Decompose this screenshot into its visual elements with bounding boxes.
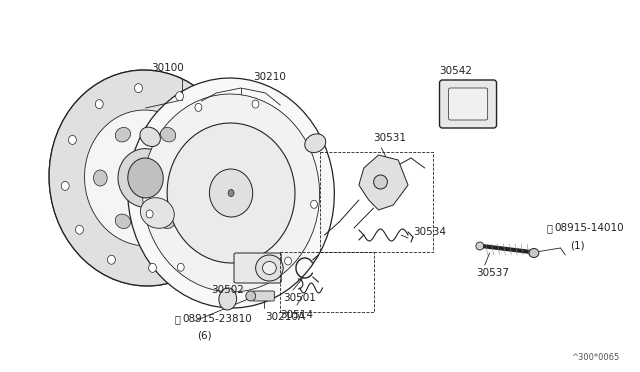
Ellipse shape bbox=[115, 128, 131, 142]
Ellipse shape bbox=[49, 70, 242, 286]
Text: 08915-23810: 08915-23810 bbox=[182, 314, 252, 324]
Ellipse shape bbox=[255, 255, 283, 281]
Ellipse shape bbox=[161, 128, 176, 142]
Ellipse shape bbox=[214, 212, 223, 221]
Ellipse shape bbox=[49, 70, 242, 286]
Text: 30531: 30531 bbox=[374, 133, 406, 143]
Ellipse shape bbox=[134, 84, 143, 93]
Text: 30501: 30501 bbox=[283, 293, 316, 303]
Text: 30514: 30514 bbox=[280, 310, 313, 320]
Ellipse shape bbox=[207, 122, 216, 131]
Ellipse shape bbox=[219, 288, 237, 310]
Ellipse shape bbox=[128, 158, 163, 198]
Text: 30542: 30542 bbox=[439, 66, 472, 76]
Ellipse shape bbox=[184, 170, 198, 186]
Ellipse shape bbox=[177, 263, 184, 271]
Ellipse shape bbox=[374, 175, 387, 189]
Bar bbox=[319, 152, 433, 252]
Ellipse shape bbox=[76, 225, 83, 234]
Ellipse shape bbox=[246, 291, 255, 301]
Ellipse shape bbox=[188, 247, 196, 256]
Ellipse shape bbox=[209, 169, 253, 217]
Ellipse shape bbox=[68, 135, 76, 144]
Ellipse shape bbox=[167, 123, 295, 263]
Text: 30537: 30537 bbox=[476, 268, 509, 278]
Ellipse shape bbox=[140, 127, 161, 147]
Ellipse shape bbox=[108, 255, 115, 264]
Text: (1): (1) bbox=[570, 240, 585, 250]
Ellipse shape bbox=[84, 110, 207, 246]
FancyBboxPatch shape bbox=[234, 253, 281, 283]
Ellipse shape bbox=[529, 248, 539, 257]
Ellipse shape bbox=[476, 242, 484, 250]
Ellipse shape bbox=[146, 210, 153, 218]
Text: ^300*0065: ^300*0065 bbox=[571, 353, 620, 362]
Text: 30210: 30210 bbox=[253, 72, 285, 82]
Text: (6): (6) bbox=[197, 330, 212, 340]
Text: 08915-14010: 08915-14010 bbox=[554, 223, 624, 233]
Ellipse shape bbox=[262, 262, 276, 275]
Ellipse shape bbox=[252, 100, 259, 108]
Text: 30100: 30100 bbox=[151, 63, 184, 73]
Ellipse shape bbox=[222, 166, 230, 174]
FancyBboxPatch shape bbox=[440, 80, 497, 128]
Ellipse shape bbox=[115, 214, 131, 228]
Ellipse shape bbox=[161, 214, 176, 228]
Ellipse shape bbox=[118, 148, 173, 207]
FancyBboxPatch shape bbox=[449, 88, 488, 120]
Ellipse shape bbox=[148, 263, 156, 272]
Ellipse shape bbox=[195, 103, 202, 111]
Ellipse shape bbox=[128, 78, 334, 308]
Text: ⓥ: ⓥ bbox=[174, 314, 180, 324]
FancyBboxPatch shape bbox=[253, 291, 275, 301]
Ellipse shape bbox=[61, 182, 69, 190]
Ellipse shape bbox=[93, 170, 107, 186]
Polygon shape bbox=[359, 155, 408, 210]
Ellipse shape bbox=[143, 94, 319, 292]
Text: 30502: 30502 bbox=[211, 285, 244, 295]
Ellipse shape bbox=[140, 198, 174, 228]
Ellipse shape bbox=[305, 134, 326, 153]
Ellipse shape bbox=[285, 257, 291, 265]
Ellipse shape bbox=[95, 100, 103, 109]
Text: 30534: 30534 bbox=[413, 227, 446, 237]
Text: ⓥ: ⓥ bbox=[547, 223, 552, 233]
Ellipse shape bbox=[228, 189, 234, 196]
Bar bbox=[280, 252, 374, 312]
Ellipse shape bbox=[310, 201, 317, 208]
Text: 30210A: 30210A bbox=[266, 312, 305, 322]
Ellipse shape bbox=[175, 92, 184, 101]
